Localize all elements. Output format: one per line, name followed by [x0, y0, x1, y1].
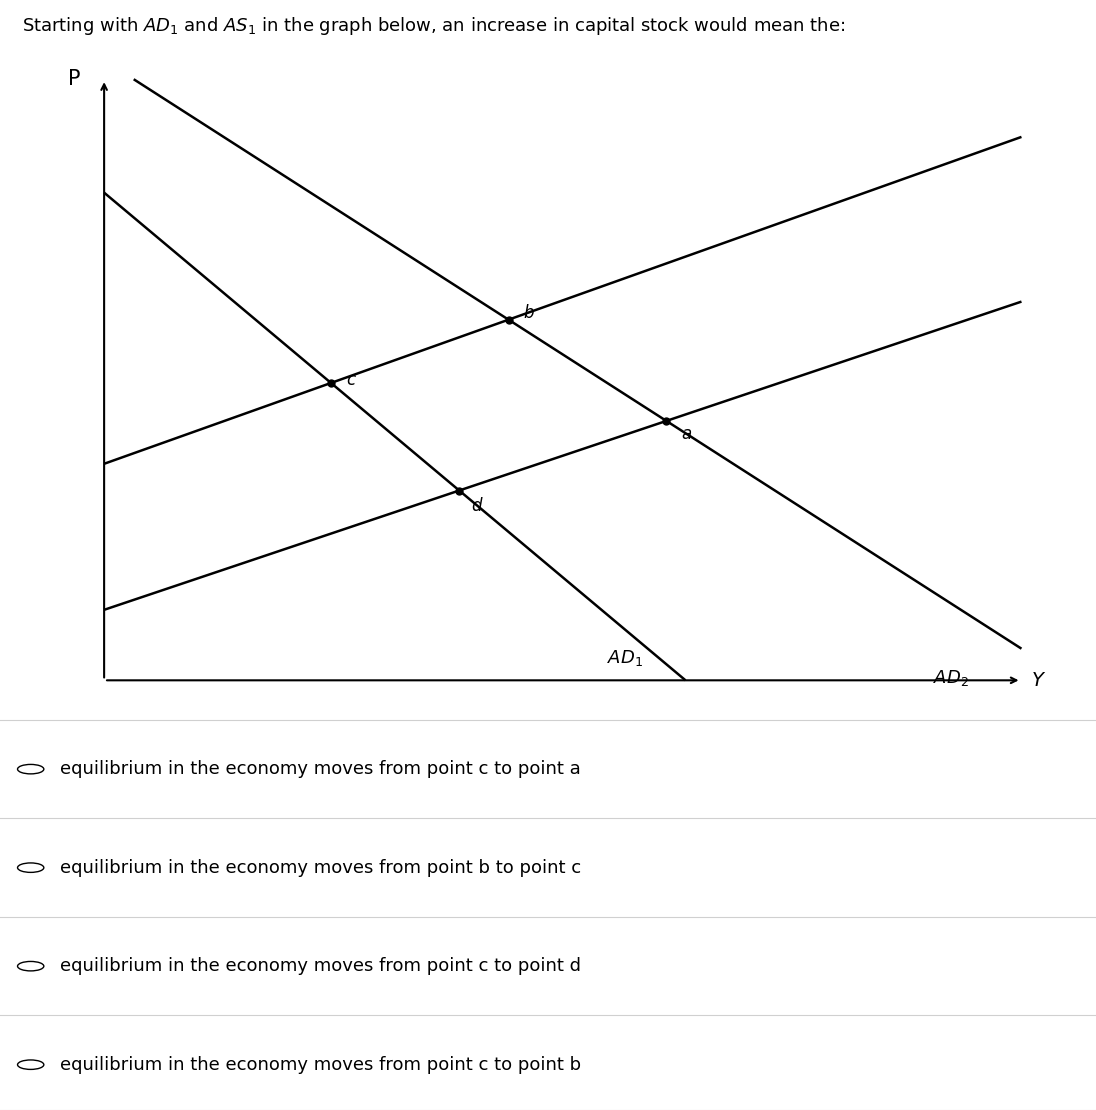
Text: equilibrium in the economy moves from point c to point a: equilibrium in the economy moves from po… — [60, 760, 581, 778]
Circle shape — [18, 765, 44, 774]
Circle shape — [18, 961, 44, 971]
Text: a: a — [682, 424, 692, 443]
Text: d: d — [471, 497, 481, 515]
Text: Y: Y — [1031, 670, 1043, 689]
Text: c: c — [346, 371, 355, 388]
Text: $AD_2$: $AD_2$ — [933, 667, 969, 688]
Text: Starting with $AD_1$ and $AS_1$ in the graph below, an increase in capital stock: Starting with $AD_1$ and $AS_1$ in the g… — [22, 14, 845, 37]
Text: P: P — [68, 69, 81, 89]
Text: equilibrium in the economy moves from point b to point c: equilibrium in the economy moves from po… — [60, 859, 581, 877]
Text: equilibrium in the economy moves from point c to point b: equilibrium in the economy moves from po… — [60, 1056, 581, 1073]
Circle shape — [18, 1060, 44, 1069]
Text: b: b — [524, 304, 534, 322]
Circle shape — [18, 862, 44, 872]
Text: $AD_1$: $AD_1$ — [606, 647, 642, 668]
Text: equilibrium in the economy moves from point c to point d: equilibrium in the economy moves from po… — [60, 957, 581, 976]
